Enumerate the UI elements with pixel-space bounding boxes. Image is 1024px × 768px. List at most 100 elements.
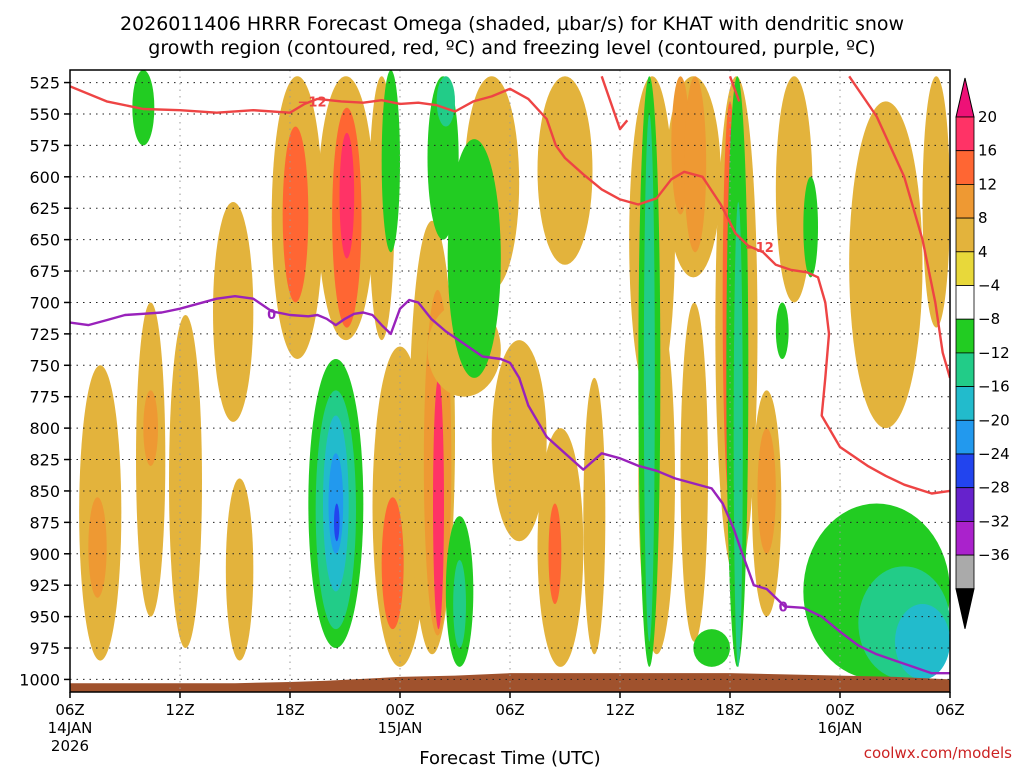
- colorbar-tick-label-13: −36: [978, 546, 1010, 564]
- colorbar-tick-label-10: −24: [978, 445, 1010, 463]
- pressure-tick-label-600: 600: [29, 168, 60, 187]
- credit-text: coolwx.com/models: [864, 744, 1012, 762]
- time-tick-label-3-1: 15JAN: [378, 719, 423, 737]
- colorbar-tick-label-11: −28: [978, 479, 1010, 497]
- pressure-tick-label-725: 725: [29, 325, 60, 344]
- colorbar-tick-label-7: −12: [978, 344, 1010, 362]
- rising-motion-cell-23: [548, 503, 562, 605]
- sinking-motion-cell-53: [693, 629, 731, 667]
- pressure-tick-label-650: 650: [29, 231, 60, 250]
- sinking-motion-cell-57: [775, 302, 789, 360]
- sinking-motion-cell-43: [447, 139, 501, 378]
- x-axis-label: Forecast Time (UTC): [419, 748, 600, 768]
- rising-motion-cell-38: [922, 76, 950, 328]
- pressure-tick-label-925: 925: [29, 576, 60, 595]
- colorbar-band-8: [955, 386, 975, 421]
- time-tick-label-7-0: 00Z: [825, 701, 854, 719]
- dgz-contour-1: [848, 75, 950, 379]
- sinking-motion-cell-55: [733, 201, 743, 667]
- rising-motion-cell-21: [537, 76, 593, 265]
- pressure-tick-label-525: 525: [29, 74, 60, 93]
- time-tick-label-0-0: 06Z: [55, 701, 84, 719]
- pressure-tick-label-800: 800: [29, 419, 60, 438]
- rising-motion-cell-5: [213, 201, 254, 422]
- colorbar-tick-label-9: −20: [978, 411, 1010, 429]
- colorbar-band-1: [955, 150, 975, 185]
- rising-motion-cell-37: [849, 101, 923, 429]
- freezing-level-label-0: 0: [267, 308, 276, 323]
- colorbar-tick-label-8: −16: [978, 378, 1010, 396]
- colorbar-tick-label-4: 4: [978, 243, 988, 261]
- pressure-tick-label-1000: 1000: [19, 670, 60, 689]
- rising-motion-cell-8: [282, 126, 309, 303]
- dgz-contour-3: [728, 75, 741, 102]
- time-tick-label-5-0: 12Z: [605, 701, 634, 719]
- colorbar-band-10: [955, 453, 975, 489]
- time-tick-label-2-0: 18Z: [275, 701, 304, 719]
- rising-motion-cell-20: [491, 340, 547, 542]
- sinking-motion-cell-52: [643, 113, 655, 642]
- colorbar-band-2: [955, 183, 975, 219]
- rising-motion-cell-30: [684, 76, 707, 253]
- colorbar-band-3: [955, 217, 975, 253]
- colorbar-band-6: [955, 318, 975, 354]
- time-tick-label-3-0: 00Z: [385, 701, 414, 719]
- sinking-motion-cell-47: [328, 453, 344, 554]
- rising-motion-cell-3: [143, 390, 159, 466]
- terrain-surface: [70, 673, 950, 692]
- colorbar-tick-label-12: −32: [978, 512, 1010, 530]
- colorbar-band-9: [955, 419, 975, 455]
- dgz-contour-0: [70, 85, 950, 495]
- pressure-axis: 525 550 575 600 625 650 675 700 725 750 775 800 825 8…: [19, 74, 70, 689]
- colorbar-band-0: [955, 116, 975, 152]
- pressure-tick-label-700: 700: [29, 293, 60, 312]
- chart-title-line-1: 2026011406 HRRR Forecast Omega (shaded, …: [120, 13, 904, 35]
- colorbar-tick-label-1: 16: [978, 142, 997, 160]
- time-tick-label-0-2: 2026: [51, 737, 89, 755]
- rising-motion-cell-1: [88, 497, 107, 598]
- pressure-tick-label-950: 950: [29, 608, 60, 627]
- colorbar-overflow-high: [955, 77, 975, 118]
- rising-motion-cell-6: [225, 478, 254, 661]
- colorbar-tick-label-5: −4: [978, 277, 1000, 295]
- rising-motion-cell-29: [680, 302, 708, 642]
- pressure-tick-label-975: 975: [29, 639, 60, 658]
- dgz-contour-2: [600, 75, 629, 131]
- colorbar-band-4: [955, 251, 975, 286]
- pressure-tick-label-750: 750: [29, 356, 60, 375]
- colorbar-tick-label-2: 12: [978, 175, 997, 193]
- time-tick-label-7-1: 16JAN: [818, 719, 863, 737]
- pressure-tick-label-875: 875: [29, 513, 60, 532]
- contour-layer: [70, 75, 950, 675]
- sinking-motion-cell-40: [381, 70, 401, 253]
- rising-motion-cell-11: [339, 132, 355, 259]
- pressure-tick-label-825: 825: [29, 451, 60, 470]
- colorbar-band-12: [955, 521, 975, 556]
- pressure-tick-label-625: 625: [29, 199, 60, 218]
- rising-motion-cell-4: [169, 315, 202, 649]
- pressure-tick-label-775: 775: [29, 388, 60, 407]
- sinking-motion-cell-50: [453, 560, 467, 649]
- colorbar: 20 16 12 8 4 −4 −8 −12 −16 −20 −24 −28 −32 −36: [955, 77, 1010, 629]
- pressure-tick-label-850: 850: [29, 482, 60, 501]
- colorbar-band-13: [955, 554, 975, 590]
- rising-motion-cell-17: [433, 377, 444, 630]
- colorbar-tick-label-0: 20: [978, 108, 997, 126]
- colorbar-tick-label-6: −8: [978, 310, 1000, 328]
- colorbar-band-11: [955, 487, 975, 522]
- dgz-label-1: −12: [745, 241, 774, 256]
- colorbar-tick-label-3: 8: [978, 209, 988, 227]
- pressure-tick-label-675: 675: [29, 262, 60, 281]
- time-tick-label-1-0: 12Z: [165, 701, 194, 719]
- sinking-motion-cell-42: [436, 76, 456, 127]
- rising-motion-cell-36: [775, 76, 813, 303]
- pressure-tick-label-575: 575: [29, 136, 60, 155]
- time-tick-label-4-0: 06Z: [495, 701, 524, 719]
- colorbar-band-7: [955, 352, 975, 387]
- colorbar-overflow-low: [955, 588, 975, 629]
- terrain-layer: [70, 673, 950, 692]
- pressure-tick-label-900: 900: [29, 545, 60, 564]
- rising-motion-cell-24: [583, 377, 606, 655]
